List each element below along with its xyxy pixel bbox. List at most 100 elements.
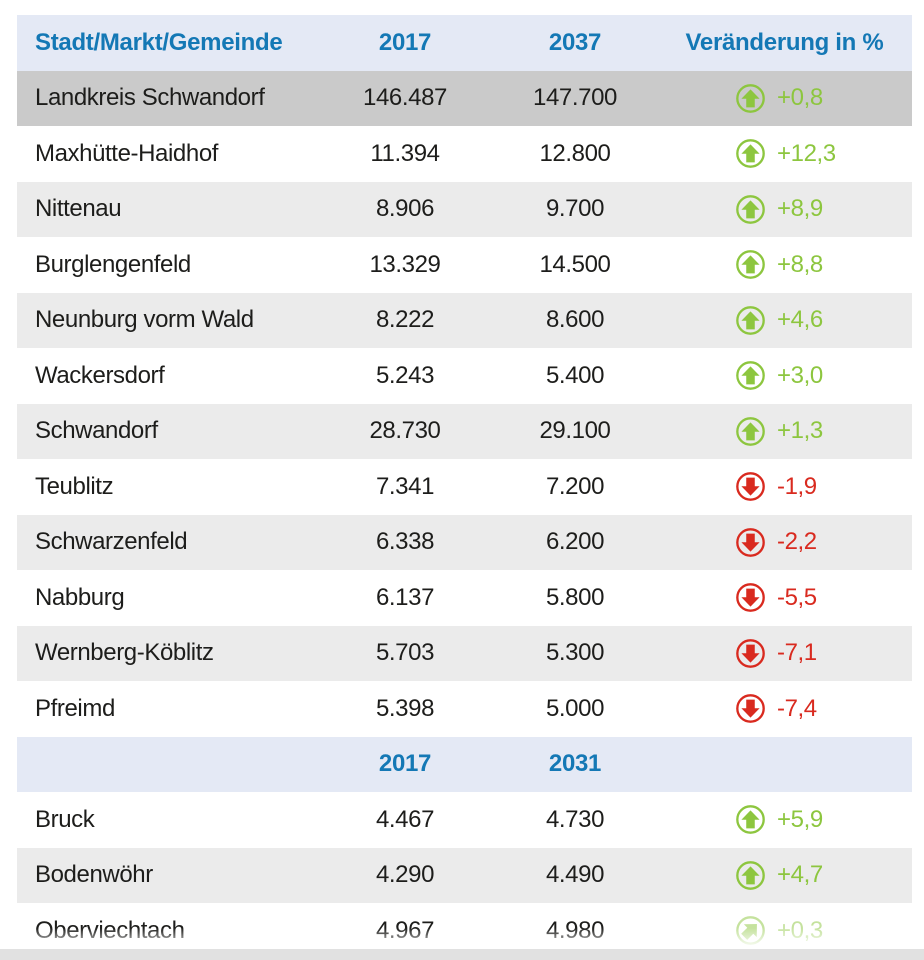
- municipality-name: Pfreimd: [35, 694, 115, 722]
- municipality-name: Teublitz: [35, 472, 114, 500]
- table-row: Schwarzenfeld 6.338 6.200 -2,2: [17, 514, 912, 570]
- population-future: 5.400: [545, 361, 605, 389]
- change-cell: -7,4: [657, 693, 912, 724]
- table-subheader-row: 2017 2031: [17, 736, 912, 792]
- population-future: 5.300: [545, 639, 605, 667]
- table-rows: Landkreis Schwandorf 146.487 147.700 +0,…: [17, 70, 912, 959]
- change-cell: +1,3: [657, 416, 912, 447]
- trend-down-icon: [735, 527, 766, 558]
- change-cell: +12,3: [657, 138, 912, 169]
- change-cell: +4,6: [657, 305, 912, 336]
- change-value: +4,7: [777, 861, 823, 889]
- population-2017: 28.730: [369, 417, 441, 445]
- change-cell: +8,8: [657, 249, 912, 280]
- population-future: 9.700: [545, 195, 605, 223]
- population-2017: 5.243: [375, 361, 435, 389]
- municipality-name: Nabburg: [35, 583, 125, 611]
- trend-up-icon: [735, 860, 766, 891]
- change-cell: +8,9: [657, 194, 912, 225]
- municipality-name: Schwarzenfeld: [35, 528, 188, 556]
- population-future: 7.200: [545, 472, 605, 500]
- trend-up-icon: [735, 194, 766, 225]
- table-header-row: Stadt/Markt/Gemeinde 2017 2037 Veränderu…: [17, 15, 912, 71]
- change-value: +1,3: [777, 417, 823, 445]
- population-2017: 5.398: [375, 694, 435, 722]
- population-future: 147.700: [533, 84, 617, 112]
- trend-down-icon: [735, 582, 766, 613]
- change-cell: +0,8: [657, 83, 912, 114]
- header-municipality: Stadt/Markt/Gemeinde: [35, 28, 283, 56]
- population-2017: 146.487: [363, 84, 447, 112]
- municipality-name: Neunburg vorm Wald: [35, 306, 254, 334]
- change-value: +0,8: [777, 84, 823, 112]
- table-row: Wackersdorf 5.243 5.400 +3,0: [17, 348, 912, 404]
- municipality-name: Wernberg-Köblitz: [35, 639, 214, 667]
- change-value: +8,8: [777, 250, 823, 278]
- change-cell: -7,1: [657, 638, 912, 669]
- change-cell: +4,7: [657, 860, 912, 891]
- population-future: 29.100: [539, 417, 611, 445]
- population-2017: 13.329: [369, 250, 441, 278]
- trend-up-icon: [735, 249, 766, 280]
- population-2017: 4.967: [375, 916, 435, 944]
- trend-down-icon: [735, 693, 766, 724]
- trend-up-icon: [735, 305, 766, 336]
- table-row: Wernberg-Köblitz 5.703 5.300 -7,1: [17, 625, 912, 681]
- population-future: 5.800: [545, 583, 605, 611]
- population-future: 8.600: [545, 306, 605, 334]
- municipality-name: Bodenwöhr: [35, 861, 153, 889]
- population-2017: 8.222: [375, 306, 435, 334]
- population-future: 5.000: [545, 694, 605, 722]
- population-future: 4.980: [545, 916, 605, 944]
- change-cell: -5,5: [657, 582, 912, 613]
- change-cell: +5,9: [657, 804, 912, 835]
- table-row: Nittenau 8.906 9.700 +8,9: [17, 181, 912, 237]
- change-cell: +0,3: [657, 915, 912, 946]
- change-value: +12,3: [777, 139, 836, 167]
- municipality-name: Nittenau: [35, 195, 122, 223]
- table-row: Bruck 4.467 4.730 +5,9: [17, 792, 912, 848]
- change-value: -5,5: [777, 583, 817, 611]
- change-value: +0,3: [777, 916, 823, 944]
- change-value: +8,9: [777, 195, 823, 223]
- header-year-2017: 2017: [378, 28, 432, 56]
- bottom-divider: [0, 949, 924, 960]
- population-2017: 11.394: [370, 139, 440, 167]
- population-table: Stadt/Markt/Gemeinde 2017 2037 Veränderu…: [17, 15, 912, 959]
- table-row: Nabburg 6.137 5.800 -5,5: [17, 570, 912, 626]
- header-year-2037: 2037: [548, 28, 602, 56]
- municipality-name: Bruck: [35, 805, 95, 833]
- table-row: Teublitz 7.341 7.200 -1,9: [17, 459, 912, 515]
- municipality-name: Wackersdorf: [35, 361, 165, 389]
- population-future: 6.200: [545, 528, 605, 556]
- subheader-year-2031: 2031: [548, 750, 602, 778]
- municipality-name: Burglengenfeld: [35, 250, 191, 278]
- trend-up-icon: [735, 83, 766, 114]
- table-row: Pfreimd 5.398 5.000 -7,4: [17, 681, 912, 737]
- population-2017: 4.290: [375, 861, 435, 889]
- table-row: Bodenwöhr 4.290 4.490 +4,7: [17, 847, 912, 903]
- population-2017: 5.703: [375, 639, 435, 667]
- population-2017: 7.341: [375, 472, 435, 500]
- trend-down-icon: [735, 471, 766, 502]
- trend-up-slight-icon: [735, 915, 766, 946]
- change-cell: -1,9: [657, 471, 912, 502]
- table-row: Neunburg vorm Wald 8.222 8.600 +4,6: [17, 292, 912, 348]
- subheader-year-2017: 2017: [378, 750, 432, 778]
- table-row: Maxhütte-Haidhof 11.394 12.800 +12,3: [17, 126, 912, 182]
- municipality-name: Oberviechtach: [35, 916, 185, 944]
- population-future: 14.500: [539, 250, 611, 278]
- population-2017: 8.906: [375, 195, 435, 223]
- trend-down-icon: [735, 638, 766, 669]
- population-2017: 6.137: [375, 583, 435, 611]
- population-future: 4.490: [545, 861, 605, 889]
- table-row: Landkreis Schwandorf 146.487 147.700 +0,…: [17, 70, 912, 126]
- table-row: Schwandorf 28.730 29.100 +1,3: [17, 403, 912, 459]
- trend-up-icon: [735, 360, 766, 391]
- municipality-name: Maxhütte-Haidhof: [35, 139, 219, 167]
- header-change: Veränderung in %: [685, 28, 884, 56]
- change-value: -1,9: [777, 472, 817, 500]
- change-value: +4,6: [777, 306, 823, 334]
- trend-up-icon: [735, 138, 766, 169]
